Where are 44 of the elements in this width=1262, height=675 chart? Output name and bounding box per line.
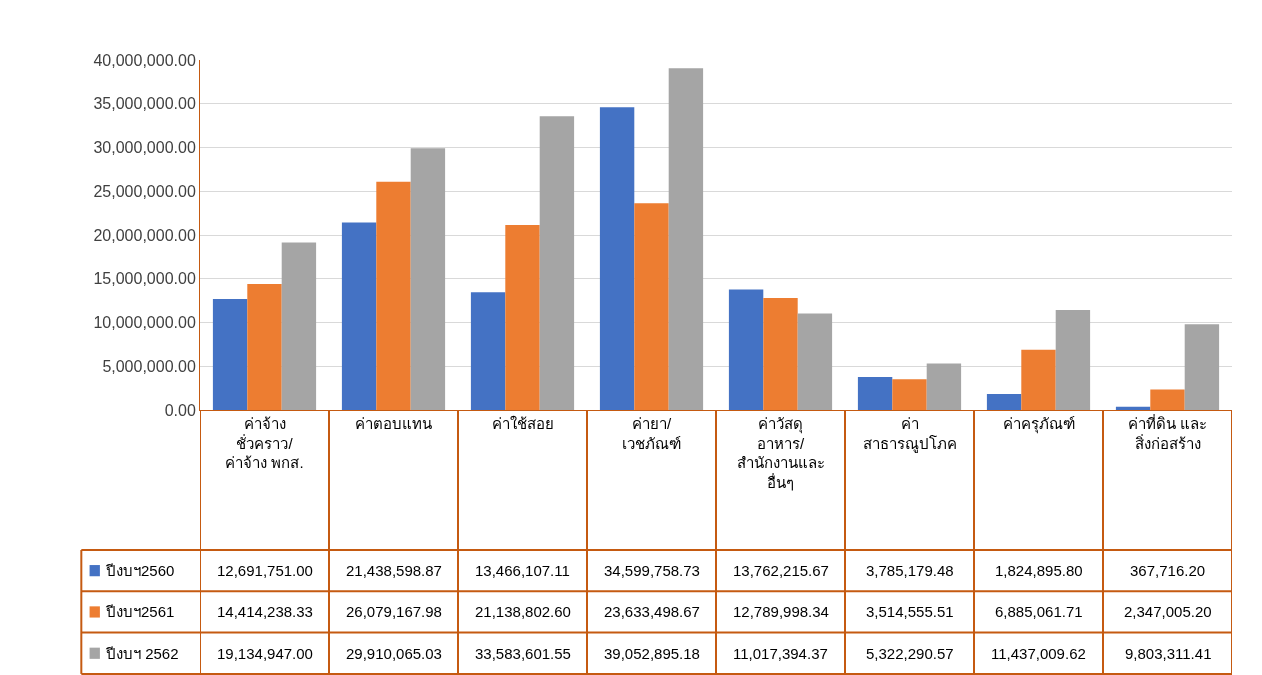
x-tick-label: ค่าที่ดิน และ สิ่งก่อสร้าง [1127, 413, 1208, 452]
data-label: 11,017,394.37 [733, 645, 828, 662]
data-label: 34,599,758.73 [604, 562, 700, 579]
y-tick-label: 30,000,000.00 [93, 139, 196, 157]
data-label: 11,437,009.62 [991, 645, 1086, 662]
legend-label: ปีงบฯ2561 [105, 603, 175, 620]
y-tick-label: 5,000,000.00 [102, 357, 196, 375]
legend-label: ปีงบฯ2560 [105, 562, 175, 579]
data-label: 2,347,005.20 [1124, 603, 1212, 620]
data-label: 367,716.20 [1130, 562, 1206, 579]
data-label: 39,052,895.18 [604, 645, 700, 662]
y-tick-label: 0.00 [164, 401, 196, 419]
data-label: 3,514,555.51 [866, 603, 954, 620]
data-label: 13,466,107.11 [475, 562, 570, 579]
data-label: 33,583,601.55 [475, 645, 571, 662]
data-label: 12,789,998.34 [733, 603, 829, 620]
data-label: 19,134,947.00 [217, 645, 313, 662]
y-tick-label: 35,000,000.00 [93, 95, 196, 113]
x-tick-label: ค่ายา/ เวชภัณฑ์ [622, 415, 681, 452]
data-label: 6,885,061.71 [995, 603, 1083, 620]
data-label: 5,322,290.57 [866, 645, 954, 662]
data-label: 12,691,751.00 [217, 562, 313, 579]
data-label: 3,785,179.48 [866, 562, 954, 579]
y-tick-label: 10,000,000.00 [93, 314, 196, 332]
data-label: 9,803,311.41 [1125, 645, 1212, 662]
x-tick-label: ค่าจ้าง ชั่วคราว/ ค่าจ้าง พกส. [225, 415, 304, 471]
data-label: 21,138,802.60 [475, 603, 571, 620]
data-label: 14,414,238.33 [217, 603, 313, 620]
data-label: 1,824,895.80 [995, 562, 1083, 579]
x-tick-label: ค่าครุภัณฑ์ [1002, 415, 1075, 434]
data-label: 13,762,215.67 [733, 562, 829, 579]
y-tick-label: 15,000,000.00 [93, 270, 196, 288]
data-label: 23,633,498.67 [604, 603, 700, 620]
x-tick-label: ค่าตอบแทน [355, 415, 432, 432]
x-tick-label: ค่าวัสดุ อาหาร/ สำนักงานและ อื่นๆ [736, 415, 825, 491]
data-label: 21,438,598.87 [346, 562, 442, 579]
legend-label: ปีงบฯ 2562 [105, 645, 179, 662]
x-tick-label: ค่า สาธารณูปโภค [862, 415, 957, 453]
x-tick-label: ค่าใช้สอย [491, 415, 554, 432]
y-tick-label: 20,000,000.00 [93, 226, 196, 244]
y-tick-label: 25,000,000.00 [93, 182, 196, 200]
data-label: 29,910,065.03 [346, 645, 442, 662]
y-tick-label: 40,000,000.00 [93, 51, 196, 69]
data-label: 26,079,167.98 [346, 603, 442, 620]
